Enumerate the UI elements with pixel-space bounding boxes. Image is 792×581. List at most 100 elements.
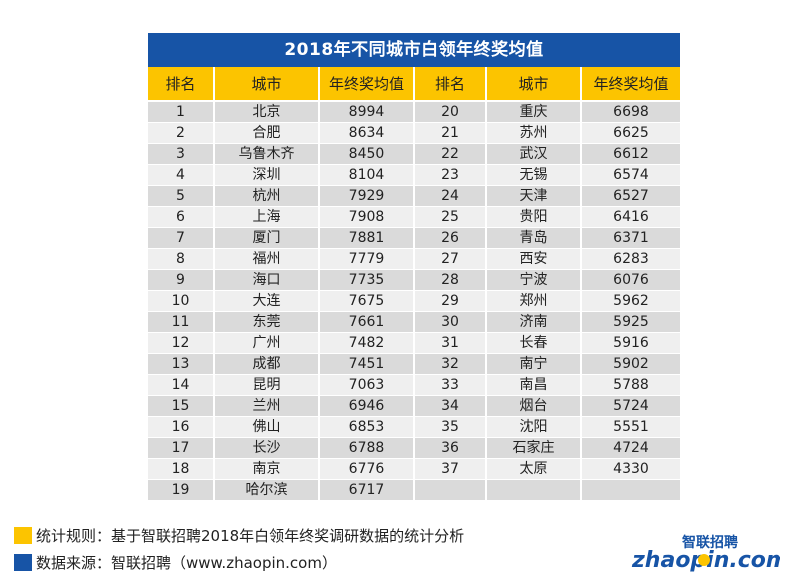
cell-bonus: 8994	[319, 101, 415, 123]
cell-city: 福州	[214, 248, 320, 270]
table-row: 2 合肥 8634 21 苏州 6625	[148, 122, 680, 144]
cell-city: 哈尔滨	[214, 479, 320, 501]
cell-rank: 9	[148, 269, 215, 291]
table-row: 1 北京 8994 20 重庆 6698	[148, 101, 680, 123]
cell-bonus: 6076	[581, 269, 680, 291]
header-row: 排名 城市 年终奖均值 排名 城市 年终奖均值	[148, 67, 680, 102]
cell-bonus: 6776	[319, 458, 415, 480]
cell-bonus: 6574	[581, 164, 680, 186]
cell-rank: 3	[148, 143, 215, 165]
cell-bonus: 7451	[319, 353, 415, 375]
cell-city: 沈阳	[486, 416, 582, 438]
cell-bonus: 7881	[319, 227, 415, 249]
cell-bonus: 6853	[319, 416, 415, 438]
logo-dot	[698, 554, 710, 566]
cell-bonus: 5788	[581, 374, 680, 396]
cell-bonus: 6283	[581, 248, 680, 270]
cell-city: 重庆	[486, 101, 582, 123]
cell-city: 合肥	[214, 122, 320, 144]
salary-table: 2018年不同城市白领年终奖均值 排名 城市 年终奖均值 排名 城市 年终奖均值…	[148, 33, 680, 501]
cell-rank: 11	[148, 311, 215, 333]
cell-rank: 6	[148, 206, 215, 228]
table-row: 18 南京 6776 37 太原 4330	[148, 458, 680, 480]
table-row: 17 长沙 6788 36 石家庄 4724	[148, 437, 680, 459]
cell-bonus: 5925	[581, 311, 680, 333]
cell-bonus: 7779	[319, 248, 415, 270]
cell-rank: 18	[148, 458, 215, 480]
cell-bonus: 7482	[319, 332, 415, 354]
cell-rank: 8	[148, 248, 215, 270]
legend-source-text: 数据来源：智联招聘（www.zhaopin.com）	[36, 554, 337, 572]
header-bonus: 年终奖均值	[581, 67, 680, 102]
cell-rank: 37	[414, 458, 487, 480]
table-row: 19 哈尔滨 6717	[148, 479, 680, 501]
cell-rank: 36	[414, 437, 487, 459]
cell-city: 上海	[214, 206, 320, 228]
cell-city: 贵阳	[486, 206, 582, 228]
cell-city: 佛山	[214, 416, 320, 438]
cell-bonus: 6527	[581, 185, 680, 207]
cell-bonus: 5551	[581, 416, 680, 438]
cell-city: 宁波	[486, 269, 582, 291]
cell-bonus: 7063	[319, 374, 415, 396]
cell-city: 太原	[486, 458, 582, 480]
cell-rank: 26	[414, 227, 487, 249]
cell-bonus: 7929	[319, 185, 415, 207]
table-row: 12 广州 7482 31 长春 5916	[148, 332, 680, 354]
cell-rank: 14	[148, 374, 215, 396]
cell-city: 兰州	[214, 395, 320, 417]
cell-rank: 5	[148, 185, 215, 207]
cell-city: 烟台	[486, 395, 582, 417]
cell-bonus: 5902	[581, 353, 680, 375]
cell-city	[486, 479, 582, 501]
table-row: 9 海口 7735 28 宁波 6076	[148, 269, 680, 291]
legend-rule: 统计规则：基于智联招聘2018年白领年终奖调研数据的统计分析	[14, 526, 464, 546]
cell-bonus: 4724	[581, 437, 680, 459]
cell-bonus: 7675	[319, 290, 415, 312]
table-row: 10 大连 7675 29 郑州 5962	[148, 290, 680, 312]
cell-rank: 16	[148, 416, 215, 438]
cell-city: 海口	[214, 269, 320, 291]
cell-rank: 28	[414, 269, 487, 291]
legend-rule-text: 统计规则：基于智联招聘2018年白领年终奖调研数据的统计分析	[36, 527, 465, 545]
cell-bonus: 7661	[319, 311, 415, 333]
cell-rank: 12	[148, 332, 215, 354]
logo-brand-cn: 智联招聘	[681, 534, 738, 551]
header-city: 城市	[214, 67, 320, 102]
cell-bonus	[581, 479, 680, 501]
cell-rank: 4	[148, 164, 215, 186]
cell-city: 无锡	[486, 164, 582, 186]
table-row: 15 兰州 6946 34 烟台 5724	[148, 395, 680, 417]
cell-rank: 17	[148, 437, 215, 459]
cell-rank: 15	[148, 395, 215, 417]
cell-bonus: 6416	[581, 206, 680, 228]
cell-rank: 35	[414, 416, 487, 438]
cell-bonus: 5724	[581, 395, 680, 417]
table-row: 6 上海 7908 25 贵阳 6416	[148, 206, 680, 228]
cell-bonus: 5916	[581, 332, 680, 354]
cell-bonus: 6946	[319, 395, 415, 417]
yellow-swatch	[14, 527, 32, 544]
cell-rank: 27	[414, 248, 487, 270]
cell-bonus: 5962	[581, 290, 680, 312]
cell-rank: 1	[148, 101, 215, 123]
cell-city: 乌鲁木齐	[214, 143, 320, 165]
cell-rank: 33	[414, 374, 487, 396]
cell-rank: 31	[414, 332, 487, 354]
cell-city: 武汉	[486, 143, 582, 165]
cell-city: 苏州	[486, 122, 582, 144]
cell-city: 郑州	[486, 290, 582, 312]
cell-city: 石家庄	[486, 437, 582, 459]
table-row: 3 乌鲁木齐 8450 22 武汉 6612	[148, 143, 680, 165]
table-body: 1 北京 8994 20 重庆 6698 2 合肥 8634 21 苏州 6625 3 乌鲁木齐 8450 2…	[148, 101, 680, 501]
cell-bonus: 8634	[319, 122, 415, 144]
cell-bonus: 8104	[319, 164, 415, 186]
cell-city: 成都	[214, 353, 320, 375]
cell-rank: 13	[148, 353, 215, 375]
zhaopin-logo: 智联招聘 zhaopin.com	[631, 534, 780, 572]
cell-rank: 10	[148, 290, 215, 312]
cell-city: 厦门	[214, 227, 320, 249]
header-rank: 排名	[148, 67, 215, 102]
header-bonus: 年终奖均值	[319, 67, 415, 102]
cell-city: 长春	[486, 332, 582, 354]
